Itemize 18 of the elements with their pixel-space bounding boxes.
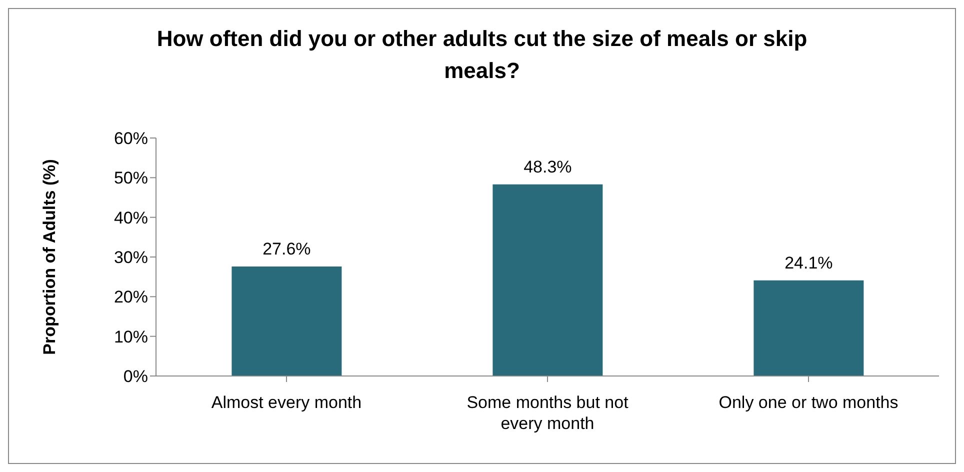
x-tick-label: Almost every month [211, 393, 362, 412]
data-label: 24.1% [784, 253, 833, 272]
bar [232, 266, 342, 376]
bar [754, 280, 864, 376]
y-tick-label: 20% [114, 288, 148, 307]
x-tick-label: Only one or two months [718, 393, 898, 412]
y-tick-label: 40% [114, 208, 148, 228]
x-tick-label: Some months but not every month [466, 393, 629, 433]
y-tick-label: 50% [114, 168, 148, 188]
y-tick-label: 10% [114, 327, 148, 346]
y-tick-label: 0% [123, 367, 148, 386]
y-axis-title: Proportion of Adults (%) [40, 159, 60, 355]
chart-title: How often did you or other adults cut the size of meals or skip meals? [156, 25, 808, 85]
bar [492, 184, 603, 376]
data-label: 48.3% [524, 157, 572, 176]
y-tick-label: 60% [114, 129, 148, 148]
data-label: 27.6% [262, 240, 311, 259]
y-tick-label: 30% [114, 248, 148, 268]
